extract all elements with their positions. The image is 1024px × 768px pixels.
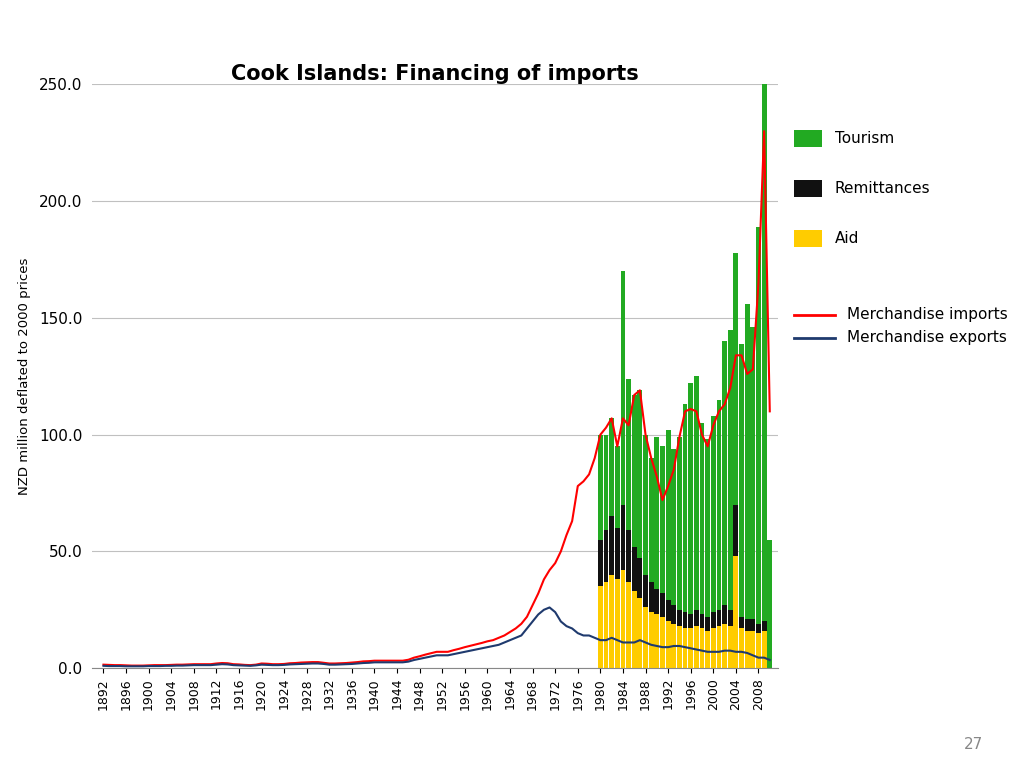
Bar xyxy=(744,304,750,619)
Bar xyxy=(627,531,631,582)
Bar xyxy=(654,614,659,668)
Bar xyxy=(598,587,603,668)
Bar xyxy=(660,594,665,617)
Bar xyxy=(722,341,727,605)
Bar xyxy=(744,619,750,631)
Bar xyxy=(699,423,705,614)
Bar xyxy=(672,605,676,624)
Bar xyxy=(603,531,608,582)
Title: Cook Islands: Financing of imports: Cook Islands: Financing of imports xyxy=(231,65,639,84)
Bar xyxy=(694,376,698,610)
Bar xyxy=(627,582,631,668)
Bar xyxy=(627,379,631,531)
Bar xyxy=(677,626,682,668)
Bar xyxy=(609,516,614,574)
Bar xyxy=(683,404,687,612)
Bar xyxy=(751,631,756,668)
Bar xyxy=(603,582,608,668)
Bar xyxy=(722,605,727,624)
Bar xyxy=(660,617,665,668)
Bar xyxy=(638,390,642,558)
Bar xyxy=(688,614,693,628)
Bar xyxy=(706,617,710,631)
Bar xyxy=(762,84,767,621)
Bar xyxy=(751,619,756,631)
Bar xyxy=(643,574,648,607)
Bar xyxy=(711,628,716,668)
Bar xyxy=(638,558,642,598)
Bar xyxy=(688,383,693,614)
Bar xyxy=(603,435,608,531)
Bar xyxy=(638,598,642,668)
Bar xyxy=(733,505,738,556)
Bar xyxy=(733,253,738,505)
Bar xyxy=(733,556,738,668)
Bar xyxy=(722,624,727,668)
Bar xyxy=(699,614,705,628)
Bar xyxy=(632,591,637,668)
Bar xyxy=(728,626,732,668)
Bar xyxy=(711,416,716,612)
Bar xyxy=(621,505,626,570)
Bar xyxy=(666,430,671,601)
Bar xyxy=(717,626,721,668)
Bar xyxy=(672,624,676,668)
Bar xyxy=(762,621,767,631)
Bar xyxy=(677,610,682,626)
Bar xyxy=(694,610,698,626)
Bar xyxy=(756,227,761,624)
Bar xyxy=(598,540,603,587)
Text: Tourism: Tourism xyxy=(835,131,894,146)
Bar xyxy=(711,612,716,628)
Bar xyxy=(649,458,653,582)
Bar xyxy=(756,624,761,633)
Bar xyxy=(762,631,767,668)
Bar xyxy=(621,570,626,668)
Bar xyxy=(694,626,698,668)
Bar xyxy=(649,612,653,668)
Bar xyxy=(654,437,659,589)
Bar xyxy=(643,607,648,668)
Bar xyxy=(717,399,721,610)
Bar xyxy=(621,271,626,505)
Bar xyxy=(706,439,710,617)
Bar xyxy=(677,437,682,610)
Text: Merchandise imports: Merchandise imports xyxy=(847,307,1008,323)
Text: Aid: Aid xyxy=(835,230,859,246)
Bar xyxy=(598,435,603,540)
Bar xyxy=(614,528,620,579)
Bar xyxy=(649,582,653,612)
Bar xyxy=(699,628,705,668)
Bar xyxy=(739,617,743,628)
Bar xyxy=(666,621,671,668)
Bar xyxy=(739,343,743,617)
Text: Remittances: Remittances xyxy=(835,180,930,196)
Bar xyxy=(660,446,665,594)
Bar xyxy=(609,574,614,668)
Bar xyxy=(666,601,671,621)
Bar xyxy=(739,628,743,668)
Bar xyxy=(632,547,637,591)
Bar xyxy=(609,419,614,516)
Bar xyxy=(672,449,676,605)
Bar xyxy=(683,628,687,668)
Bar xyxy=(767,540,772,668)
Bar xyxy=(751,327,756,619)
Bar xyxy=(728,329,732,610)
Bar xyxy=(654,589,659,614)
Bar xyxy=(614,446,620,528)
Bar xyxy=(717,610,721,626)
Bar xyxy=(643,435,648,574)
Bar xyxy=(756,633,761,668)
Bar xyxy=(728,610,732,626)
Text: 27: 27 xyxy=(964,737,983,752)
Text: Merchandise exports: Merchandise exports xyxy=(847,330,1007,346)
Bar xyxy=(683,612,687,628)
Bar xyxy=(688,628,693,668)
Y-axis label: NZD million deflated to 2000 prices: NZD million deflated to 2000 prices xyxy=(17,257,31,495)
Bar xyxy=(632,395,637,547)
Bar xyxy=(744,631,750,668)
Bar xyxy=(706,631,710,668)
Bar xyxy=(614,579,620,668)
